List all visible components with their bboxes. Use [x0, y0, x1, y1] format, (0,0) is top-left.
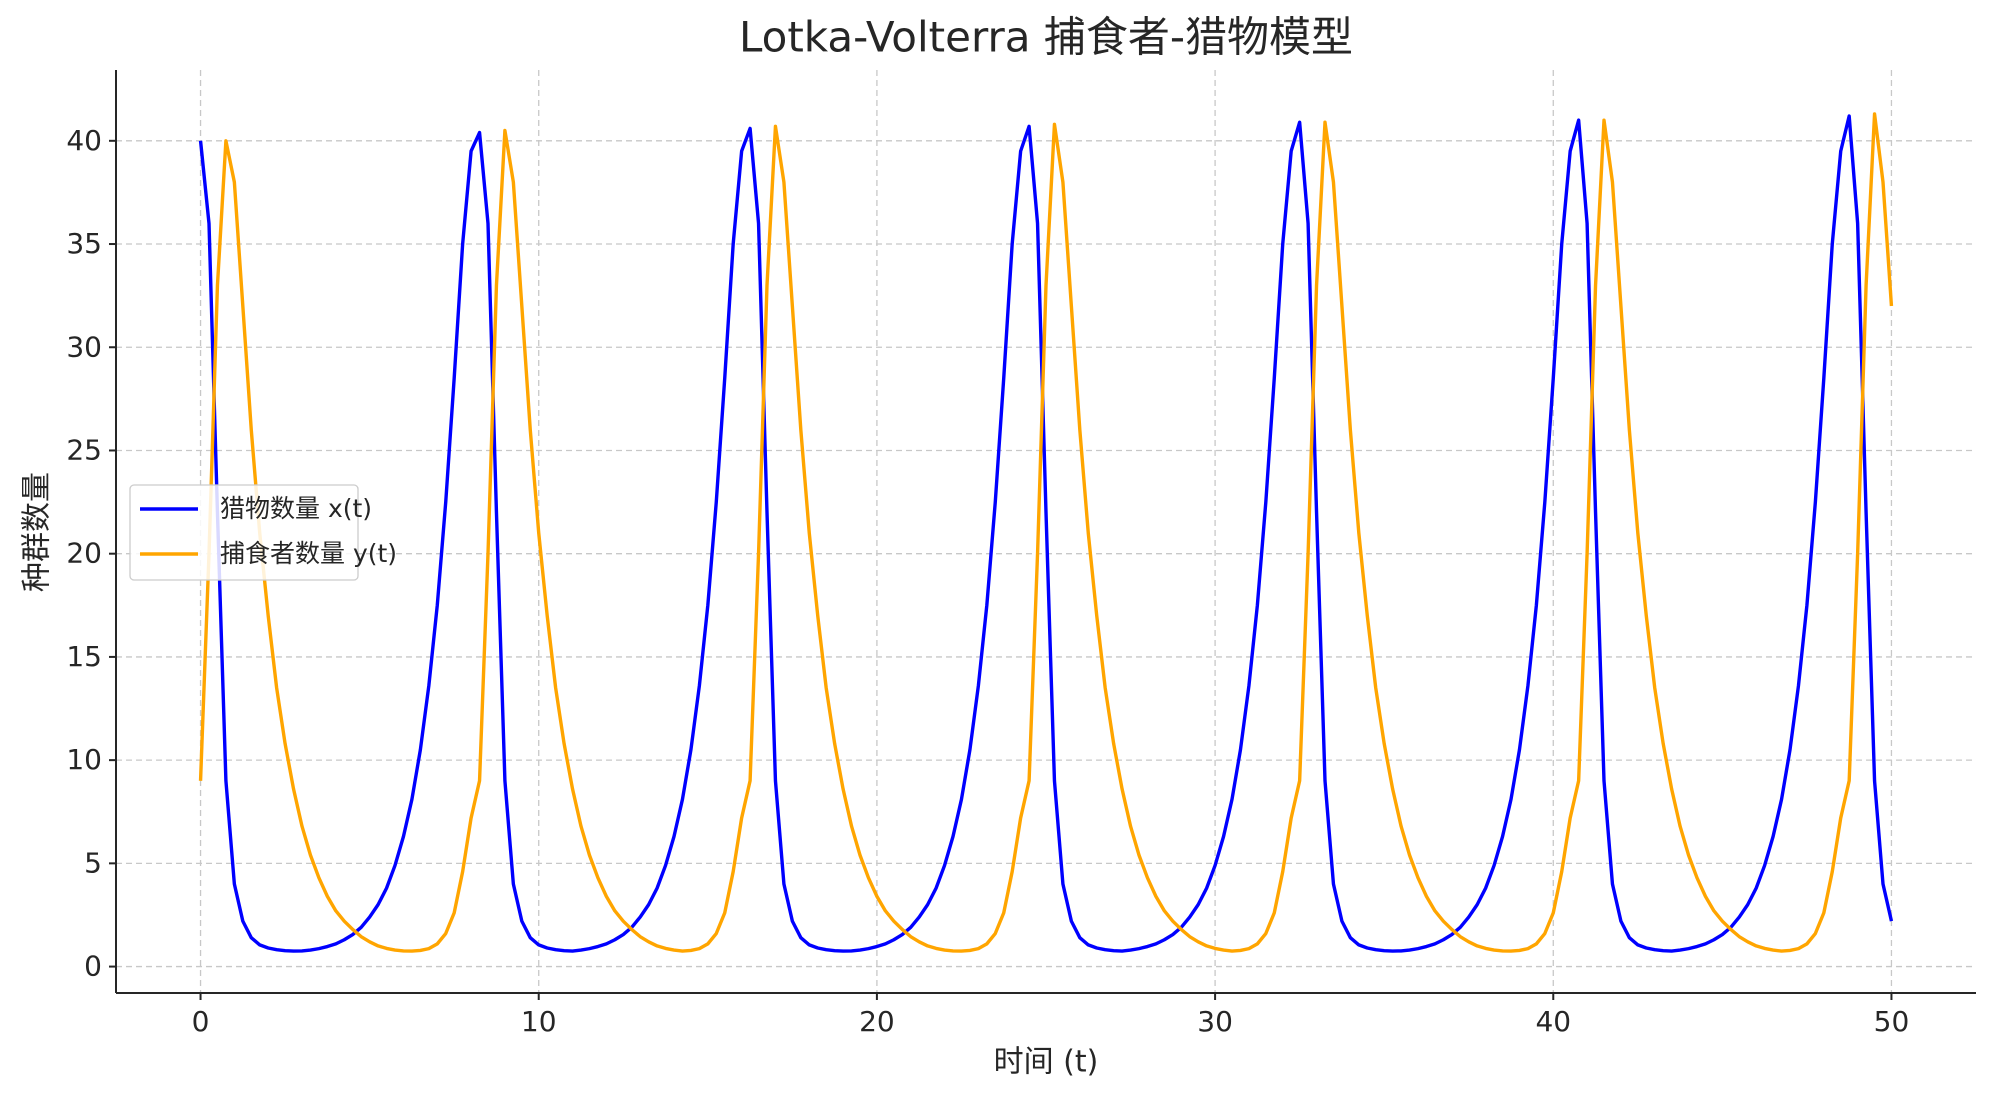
- y-tick-label: 25: [66, 433, 102, 466]
- y-tick-label: 35: [66, 227, 102, 260]
- y-tick-label: 10: [66, 743, 102, 776]
- series-line: [198, 112, 1894, 953]
- legend: 猎物数量 x(t) 捕食者数量 y(t): [129, 484, 397, 581]
- y-tick-label: 5: [84, 846, 102, 879]
- series-line: [198, 114, 1894, 953]
- y-tick-label: 30: [66, 330, 102, 363]
- y-tick-label: 20: [66, 537, 102, 570]
- x-tick-label: 40: [1535, 1005, 1571, 1038]
- chart-title: Lotka-Volterra 捕食者-猎物模型: [739, 13, 1353, 62]
- x-axis-label: 时间 (t): [994, 1045, 1099, 1080]
- legend-label: 猎物数量 x(t): [220, 494, 372, 523]
- y-tick-label: 40: [66, 124, 102, 157]
- y-axis-label: 种群数量: [20, 472, 55, 592]
- x-tick-label: 20: [859, 1005, 895, 1038]
- x-tick-label: 30: [1197, 1005, 1233, 1038]
- x-tick-label: 50: [1874, 1005, 1910, 1038]
- x-tick-label: 0: [192, 1005, 210, 1038]
- legend-label: 捕食者数量 y(t): [220, 539, 397, 568]
- y-tick-label: 15: [66, 640, 102, 673]
- x-tick-label: 10: [521, 1005, 557, 1038]
- y-tick-label: 0: [84, 950, 102, 983]
